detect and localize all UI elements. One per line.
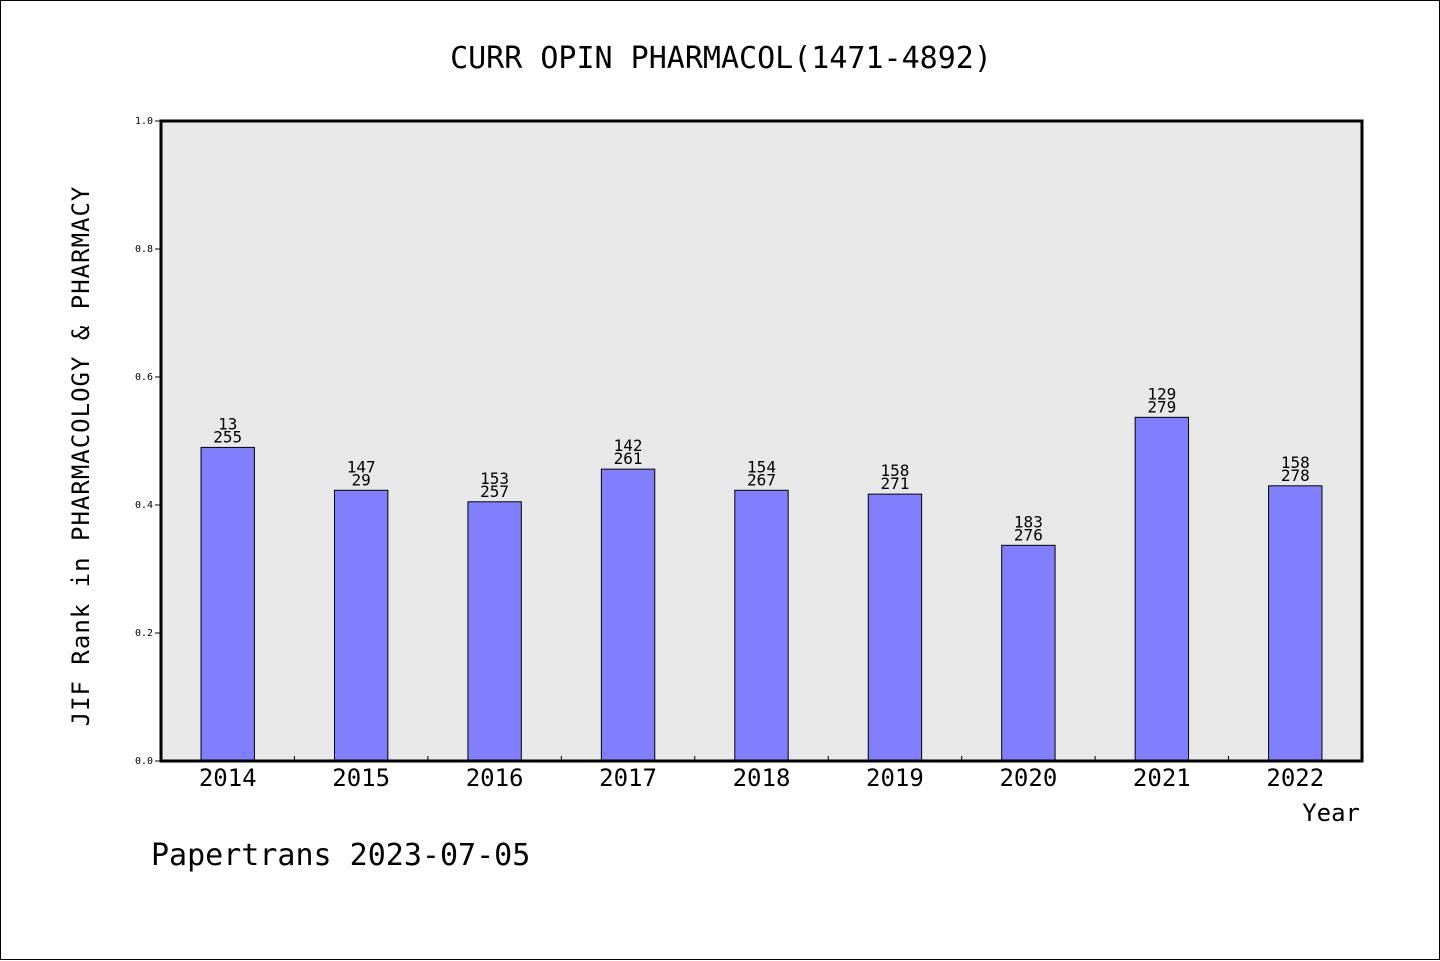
bar-label-bottom: 276 [1014,525,1043,544]
y-tick-label: 0.2 [135,628,153,639]
x-tick-label: 2021 [1133,764,1191,792]
plot-frame [159,119,1364,763]
footer-credit: Papertrans 2023-07-05 [151,838,530,873]
bar-label-bottom: 261 [614,449,643,468]
x-axis-label: Year [1302,799,1360,827]
y-tick-label: 0.0 [135,756,153,767]
bar-2019 [867,493,923,762]
y-tick-label: 1.0 [135,116,153,127]
x-tick-label: 2020 [999,764,1057,792]
y-axis-label: JIF Rank in PHARMACOLOGY & PHARMACY [67,186,95,727]
bar-label-top: 13 [218,414,237,433]
bar-2020 [1001,544,1056,762]
x-tick-label: 2018 [733,764,791,792]
bar-2016 [467,501,522,762]
x-tick-label: 2019 [866,764,924,792]
x-tick-label: 2016 [466,764,524,792]
bar-label-top: 158 [880,461,909,480]
bar-label-bottom: 271 [880,474,909,493]
y-tick-label: 0.4 [135,500,153,511]
chart-title: CURR OPIN PHARMACOL(1471-4892) [450,41,992,76]
bar-2021 [1134,416,1190,762]
bar-label-bottom: 29 [352,470,371,489]
bar-2018 [734,489,789,762]
y-tick-label: 0.8 [135,244,153,255]
bar-2014 [200,446,255,762]
bar-label-top: 158 [1281,453,1310,472]
bar-label-top: 183 [1014,512,1043,531]
x-tick-label: 2017 [599,764,657,792]
x-tick-label: 2015 [332,764,390,792]
y-tick-label: 0.6 [135,372,153,383]
bar-label-top: 142 [614,436,643,455]
bars-group [200,416,1323,762]
bar-label-top: 129 [1147,384,1176,403]
bar-label-bottom: 279 [1147,397,1176,416]
x-tick-label: 2022 [1266,764,1324,792]
bar-label-top: 153 [480,469,509,488]
bar-label-top: 147 [347,457,376,476]
x-tick-label: 2014 [199,764,257,792]
bar-label-bottom: 257 [480,482,509,501]
bar-2017 [600,468,656,762]
x-axis: 2014 2015 2016 2017 2018 2019 2020 2021 2022 [199,756,1324,792]
bar-label-bottom: 267 [747,470,776,489]
bar-2022 [1268,485,1323,762]
bar-label-bottom: 278 [1281,466,1310,485]
bar-label-top: 154 [747,457,776,476]
y-axis: 0.0 0.2 0.4 0.6 0.8 1.0 [135,116,161,767]
bar-2015 [333,489,389,762]
bar-label-bottom: 255 [213,427,242,446]
